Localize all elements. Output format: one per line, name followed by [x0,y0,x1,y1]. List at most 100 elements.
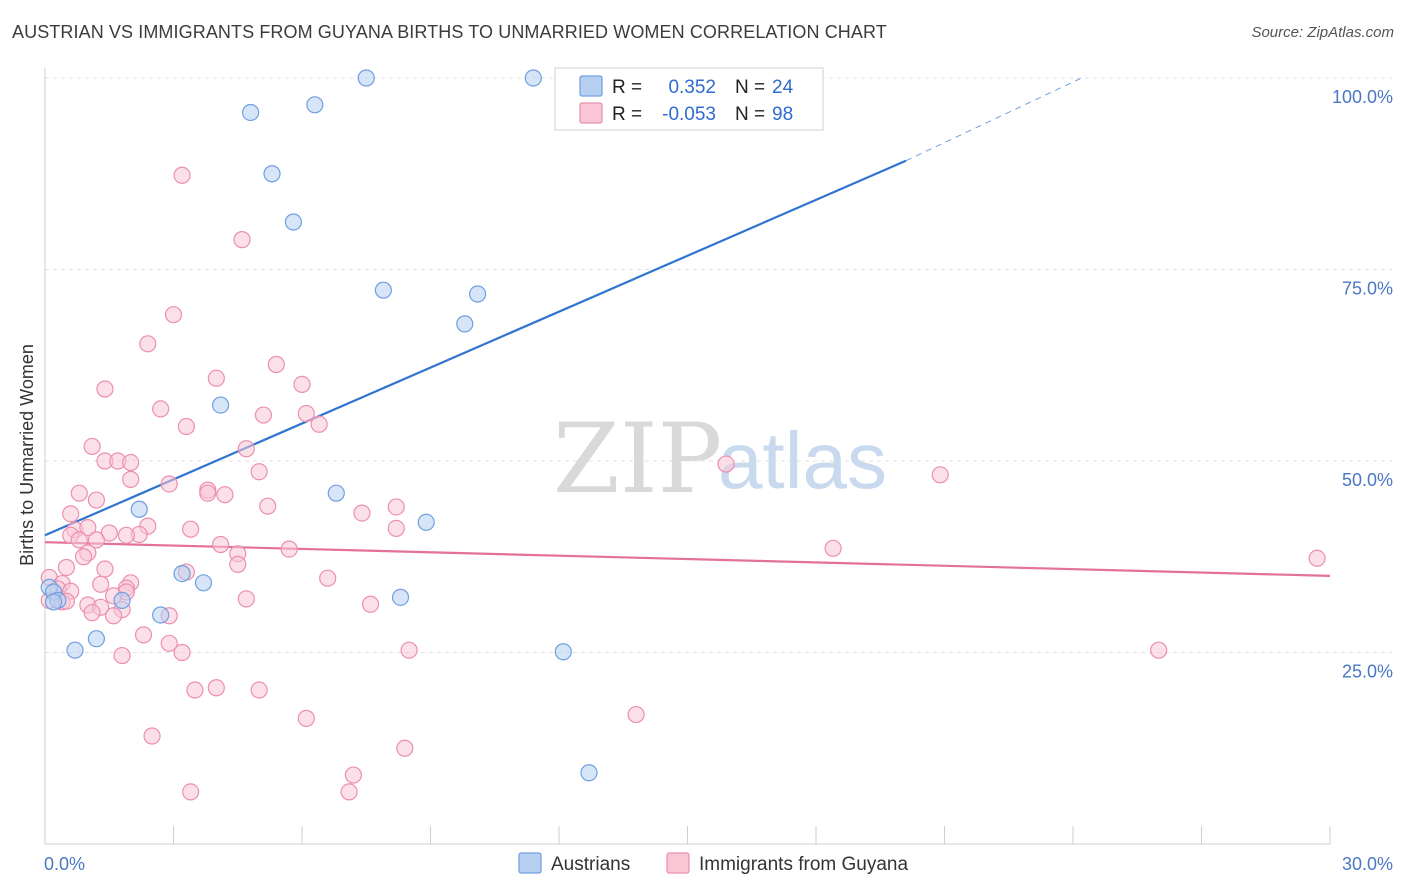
point-guyana-14 [237,440,255,458]
point-guyana-43 [212,535,230,554]
trend-line-guyana [44,541,1331,577]
point-guyana-19 [931,466,949,484]
point-guyana-26 [199,484,217,502]
point-guyana-49 [824,539,842,557]
point-guyana-27 [87,491,106,509]
point-guyana-88 [344,766,362,784]
point-austrians-24 [554,643,572,661]
point-guyana-75 [134,626,153,644]
x-tick-label-0: 0.0% [44,854,85,874]
legend-n-value-guyana: 98 [772,104,793,125]
point-austrians-21 [391,588,410,606]
point-austrians-2 [306,96,324,114]
legend-r-value-austrians: 0.352 [668,77,716,98]
point-guyana-10 [297,404,315,423]
point-guyana-65 [361,595,380,613]
point-guyana-50 [1308,549,1326,567]
point-guyana-23 [70,484,88,502]
point-guyana-29 [387,498,405,516]
grid-lines [45,77,1392,653]
watermark-atlas: atlas [718,416,887,505]
y-tick-label-2: 75.0% [1342,279,1393,299]
legend-n-value-austrians: 24 [772,77,794,98]
point-guyana-2 [164,306,183,324]
point-austrians-8 [456,315,474,333]
series-austrians-points [40,69,598,782]
point-guyana-64 [237,590,255,608]
bottom-legend-swatch-austrians [518,852,542,874]
point-guyana-52 [96,560,114,578]
point-guyana-30 [353,504,371,522]
point-guyana-72 [83,604,101,622]
trend-line-austrians [44,159,907,537]
point-austrians-25 [580,764,598,782]
point-guyana-85 [627,705,645,724]
point-austrians-4 [263,165,281,183]
point-austrians-19 [113,591,131,610]
bottom-legend-guyana: Immigrants from Guyana [699,854,908,875]
point-austrians-23 [66,641,84,659]
point-guyana-81 [186,681,204,699]
point-austrians-20 [152,606,170,624]
point-guyana-77 [173,643,191,662]
point-guyana-3 [139,335,157,353]
point-austrians-9 [212,396,230,414]
point-guyana-44 [280,540,298,558]
y-tick-label-0: 25.0% [1342,662,1393,682]
chart-title: AUSTRIAN VS IMMIGRANTS FROM GUYANA BIRTH… [12,22,887,42]
legend-swatch-guyana [579,102,603,124]
point-guyana-12 [310,415,328,433]
y-axis-title: Births to Unmarried Women [17,344,37,566]
legend-r-label-guyana: R = [612,104,642,125]
point-guyana-86 [143,727,161,745]
point-guyana-13 [83,437,101,456]
point-guyana-83 [250,681,268,699]
x-tick-label-1: 30.0% [1342,854,1393,874]
point-guyana-1 [233,231,251,249]
point-guyana-31 [62,505,80,523]
axes [44,68,1331,845]
point-guyana-0 [173,166,191,184]
point-guyana-5 [96,380,114,398]
point-austrians-5 [284,213,303,231]
point-austrians-12 [130,500,148,518]
point-guyana-54 [319,569,337,587]
point-guyana-41 [70,531,88,549]
bottom-legend-swatch-guyana [666,852,690,874]
legend: R = 0.352 N = 24 R = -0.053 N = 98 [554,67,824,131]
point-austrians-14 [194,574,213,592]
point-guyana-78 [113,646,131,665]
point-guyana-22 [160,475,178,493]
point-guyana-73 [104,607,123,625]
point-austrians-22 [87,630,106,648]
point-austrians-11 [417,513,435,531]
bottom-legend: Austrians Immigrants from Guyana [518,852,908,875]
point-guyana-39 [117,526,135,544]
point-guyana-89 [182,783,200,801]
legend-n-label-austrians: N = [735,77,765,98]
y-tick-label-3: 100.0% [1332,87,1393,107]
point-guyana-84 [297,709,315,727]
legend-r-label-austrians: R = [612,77,642,98]
point-guyana-36 [387,519,405,538]
point-austrians-0 [357,69,375,87]
point-austrians-1 [524,69,542,87]
point-guyana-7 [293,375,311,393]
legend-swatch-austrians [579,75,603,97]
point-guyana-4 [267,355,285,374]
trend-line-austrians-extension [905,77,1082,162]
point-guyana-28 [259,497,277,515]
point-austrians-6 [374,281,392,299]
point-guyana-76 [160,634,178,652]
point-guyana-18 [717,455,735,473]
point-guyana-48 [229,555,247,574]
point-austrians-7 [469,285,487,303]
point-guyana-79 [400,641,418,659]
point-guyana-21 [122,470,140,488]
point-austrians-18 [44,593,63,611]
point-guyana-42 [87,531,106,549]
point-austrians-10 [327,484,345,502]
legend-r-value-guyana: -0.053 [662,104,716,125]
point-guyana-51 [57,558,76,577]
